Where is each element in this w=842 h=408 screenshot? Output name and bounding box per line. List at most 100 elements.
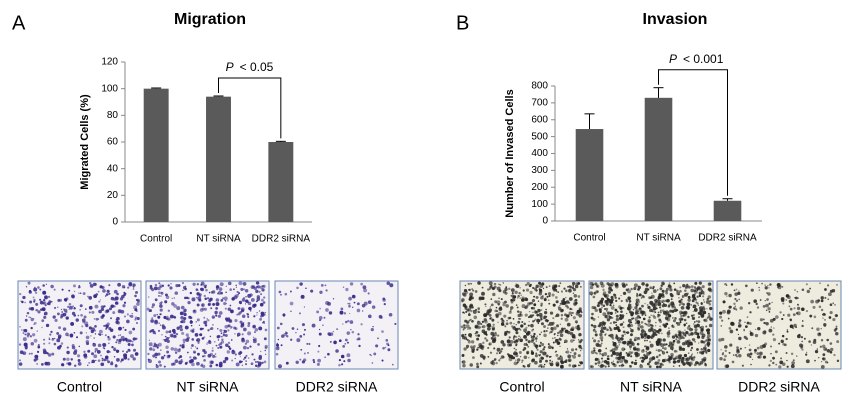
cell xyxy=(29,335,33,338)
cell xyxy=(308,342,311,345)
cell xyxy=(303,306,306,308)
cell xyxy=(148,310,151,312)
cell xyxy=(704,344,707,347)
cell xyxy=(479,362,482,365)
annotation-text: < 0.05 xyxy=(240,60,274,74)
cell xyxy=(618,316,623,321)
cell xyxy=(764,299,767,302)
cell xyxy=(767,307,771,311)
cell xyxy=(665,289,668,293)
cell xyxy=(296,328,299,331)
cell xyxy=(367,292,370,295)
cell xyxy=(609,328,613,332)
cell xyxy=(706,331,710,335)
cell xyxy=(575,348,578,351)
cell xyxy=(146,307,150,311)
cell xyxy=(626,331,630,335)
cell xyxy=(250,285,255,290)
cell xyxy=(646,339,648,342)
cell xyxy=(639,326,641,328)
cell xyxy=(781,334,785,338)
cell xyxy=(490,303,494,307)
cell xyxy=(518,292,521,295)
cell xyxy=(822,357,826,361)
cell xyxy=(628,351,632,355)
cell xyxy=(475,330,479,334)
cell xyxy=(192,282,196,286)
cell xyxy=(632,308,635,311)
cell xyxy=(728,351,731,354)
cell xyxy=(697,320,701,324)
cell xyxy=(638,294,641,297)
cell xyxy=(44,295,48,300)
cell xyxy=(154,298,158,302)
cell xyxy=(608,312,610,314)
cell xyxy=(467,282,470,286)
cell xyxy=(53,337,56,340)
cell xyxy=(36,350,40,353)
cell xyxy=(328,311,333,315)
cell xyxy=(568,297,573,301)
cell xyxy=(25,315,28,317)
cell xyxy=(159,324,162,326)
cell xyxy=(206,297,210,300)
cell xyxy=(319,290,323,294)
cell xyxy=(735,309,738,311)
cell xyxy=(691,338,693,340)
cell xyxy=(69,333,74,338)
cell xyxy=(158,291,161,294)
cell xyxy=(702,299,705,301)
cell xyxy=(649,341,651,343)
cell xyxy=(295,360,299,364)
cell xyxy=(637,323,641,327)
cell xyxy=(596,290,599,293)
cell xyxy=(184,362,188,365)
cell xyxy=(19,292,22,296)
cell xyxy=(690,341,693,345)
cell xyxy=(709,299,712,303)
cell xyxy=(464,333,467,336)
cell xyxy=(735,288,738,291)
cell xyxy=(507,316,511,320)
cell xyxy=(84,308,87,310)
cell xyxy=(769,283,772,286)
cell xyxy=(709,317,713,321)
cell xyxy=(534,360,538,365)
cell xyxy=(207,302,212,306)
bar xyxy=(644,97,673,221)
cell xyxy=(733,289,736,292)
cell xyxy=(498,297,500,300)
cell xyxy=(678,331,681,334)
cell xyxy=(611,348,616,353)
cell xyxy=(566,322,571,327)
cell xyxy=(62,327,67,331)
cell xyxy=(39,298,42,301)
cell xyxy=(529,314,533,318)
cell xyxy=(303,328,307,331)
cell xyxy=(45,323,50,328)
cell xyxy=(660,349,663,352)
cell xyxy=(627,318,632,323)
cell xyxy=(657,311,659,313)
cell xyxy=(812,305,816,309)
cell xyxy=(215,363,219,367)
cell xyxy=(836,359,840,363)
cell xyxy=(93,318,96,320)
cell xyxy=(567,285,570,288)
cell xyxy=(472,356,475,360)
cell xyxy=(793,323,797,328)
cell xyxy=(264,344,268,349)
cell xyxy=(836,340,840,344)
cell xyxy=(530,323,534,328)
cell xyxy=(480,323,483,326)
cell xyxy=(198,324,201,326)
cell xyxy=(633,287,637,291)
cell xyxy=(535,295,539,299)
cell xyxy=(644,302,646,305)
cell xyxy=(97,333,101,336)
cell xyxy=(481,291,485,296)
cell xyxy=(159,304,163,308)
cell xyxy=(641,282,645,286)
cell xyxy=(572,355,576,359)
annotation-text: < 0.001 xyxy=(683,52,724,66)
